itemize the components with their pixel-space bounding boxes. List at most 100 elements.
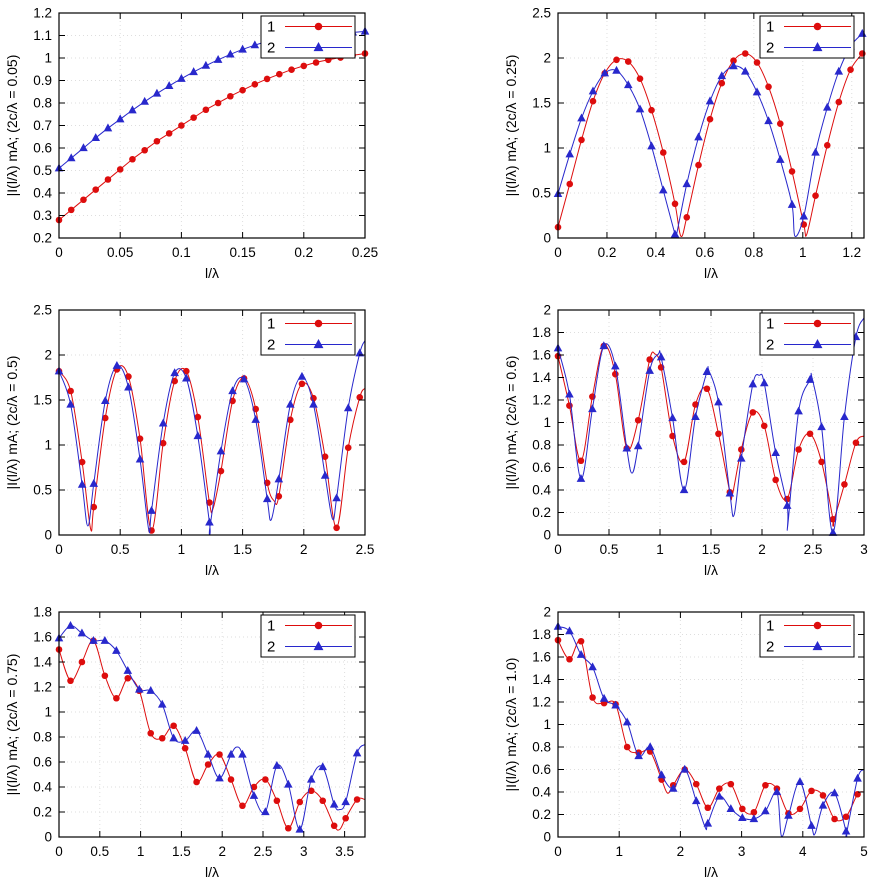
- y-tick-label: 1.8: [532, 627, 551, 642]
- data-point-triangle: [77, 628, 87, 637]
- data-point-triangle: [576, 649, 586, 658]
- x-tick-label: 1: [799, 245, 807, 260]
- data-point-circle: [307, 787, 315, 795]
- legend-label-1: 1: [267, 618, 275, 635]
- chart-top-left: 0 0.05 0.1 0.15 0.2 0.25 0.2 0.3 0.4 0.5 0.6 0.7 0.8…: [2, 0, 394, 292]
- y-tick-label: 1.2: [33, 680, 52, 695]
- legend-label-1: 1: [766, 618, 774, 635]
- data-point-circle: [854, 790, 861, 798]
- x-tick-label: 0.05: [107, 245, 133, 260]
- data-point-circle: [171, 377, 178, 385]
- data-point-circle: [275, 493, 283, 500]
- data-point-triangle: [749, 814, 759, 823]
- data-point-circle: [193, 778, 200, 786]
- data-point-triangle: [761, 806, 770, 815]
- data-point-circle: [159, 439, 167, 447]
- y-tick-label: 0.8: [33, 730, 52, 745]
- data-point-triangle: [115, 114, 125, 123]
- data-point-circle: [566, 180, 574, 188]
- data-point-triangle: [226, 749, 236, 758]
- legend-label-2: 2: [766, 639, 774, 656]
- x-tick-label: 2: [300, 542, 308, 557]
- x-axis-label: l/λ: [704, 864, 718, 880]
- x-tick-label: 1.5: [702, 542, 721, 557]
- data-point-triangle: [577, 113, 586, 122]
- data-point-circle: [141, 146, 148, 154]
- data-point-circle: [92, 186, 100, 193]
- data-point-circle: [692, 780, 700, 788]
- data-point-circle: [669, 432, 676, 440]
- data-point-triangle: [656, 352, 666, 361]
- data-point-triangle: [352, 748, 362, 757]
- y-tick-label: 2.5: [33, 303, 52, 318]
- data-point-circle: [227, 92, 234, 100]
- legend-label-2: 2: [766, 40, 774, 57]
- series-2-markers: [54, 348, 365, 526]
- chart-svg-top-left: 0 0.05 0.1 0.15 0.2 0.25 0.2 0.3 0.4 0.5 0.6 0.7 0.8…: [2, 0, 394, 292]
- data-point-triangle: [565, 389, 574, 398]
- data-point-circle: [636, 75, 644, 82]
- data-point-triangle: [772, 787, 782, 796]
- data-point-triangle: [714, 397, 723, 406]
- data-point-circle: [749, 409, 757, 416]
- data-point-triangle: [320, 470, 330, 479]
- data-point-triangle: [286, 399, 295, 408]
- data-point-circle: [263, 75, 271, 83]
- data-point-circle: [250, 783, 258, 791]
- data-point-triangle: [822, 102, 832, 111]
- tick-labels: 0 0.05 0.1 0.15 0.2 0.25 0.2 0.3 0.4 0.5 0.6 0.7 0.8…: [33, 6, 378, 261]
- data-point-circle: [730, 57, 737, 64]
- data-point-triangle: [89, 635, 98, 644]
- data-point-circle: [818, 458, 825, 466]
- data-point-triangle: [306, 774, 316, 783]
- data-point-triangle: [124, 382, 133, 391]
- data-point-triangle: [182, 373, 191, 382]
- x-tick-label: 1.5: [172, 844, 191, 859]
- data-point-circle: [344, 444, 352, 451]
- data-point-triangle: [599, 693, 609, 702]
- data-point-circle: [227, 776, 235, 783]
- data-point-circle: [80, 196, 87, 204]
- chart-svg-mid-left: 0 0.5 1 1.5 2 2.5 0 0.5 1 1.5 2 2.5 l/λ |I(l/λ) mA; (…: [2, 297, 394, 589]
- data-point-circle: [217, 467, 225, 475]
- data-point-circle: [776, 120, 784, 127]
- plot-border: [58, 611, 366, 838]
- data-point-circle: [716, 785, 723, 792]
- y-axis-label: |I(l/λ) mA; (2c/λ = 0.6): [503, 356, 519, 490]
- legend-box: [759, 15, 855, 59]
- data-point-triangle: [329, 799, 339, 808]
- y-tick-label: 1.5: [33, 393, 52, 408]
- x-tick-label: 0.2: [294, 245, 313, 260]
- data-point-triangle: [66, 620, 75, 629]
- data-point-triangle: [112, 645, 121, 654]
- x-tick-label: 1: [137, 844, 145, 859]
- data-point-triangle: [135, 684, 144, 693]
- y-tick-label: 1.5: [532, 96, 551, 111]
- data-point-triangle: [341, 797, 350, 806]
- data-point-circle: [623, 743, 631, 751]
- data-point-triangle: [100, 396, 110, 405]
- data-point-triangle: [818, 800, 828, 809]
- data-point-triangle: [599, 341, 609, 350]
- x-tick-label: 0.4: [647, 245, 666, 260]
- data-point-triangle: [251, 415, 260, 423]
- data-point-triangle: [703, 818, 713, 827]
- data-point-circle: [577, 457, 585, 465]
- y-tick-label: 1: [543, 141, 551, 156]
- data-point-circle: [182, 367, 190, 375]
- data-point-triangle: [841, 826, 851, 835]
- data-point-triangle: [226, 49, 235, 58]
- legend-box: [759, 614, 855, 658]
- data-point-triangle: [576, 473, 586, 482]
- data-point-triangle: [679, 485, 689, 494]
- y-axis-label: |I(l/λ) mA; (2c/λ = 1.0): [503, 658, 519, 792]
- data-point-circle: [795, 446, 802, 453]
- x-tick-label: 2.5: [804, 542, 823, 557]
- y-tick-label: 1.2: [532, 695, 551, 710]
- data-point-triangle: [588, 404, 597, 413]
- data-point-triangle: [668, 413, 677, 422]
- data-point-triangle: [799, 211, 809, 220]
- data-point-circle: [624, 58, 632, 65]
- y-axis-label: |I(l/λ) mA; (2c/λ = 0.25): [503, 55, 519, 197]
- data-point-circle: [765, 83, 772, 91]
